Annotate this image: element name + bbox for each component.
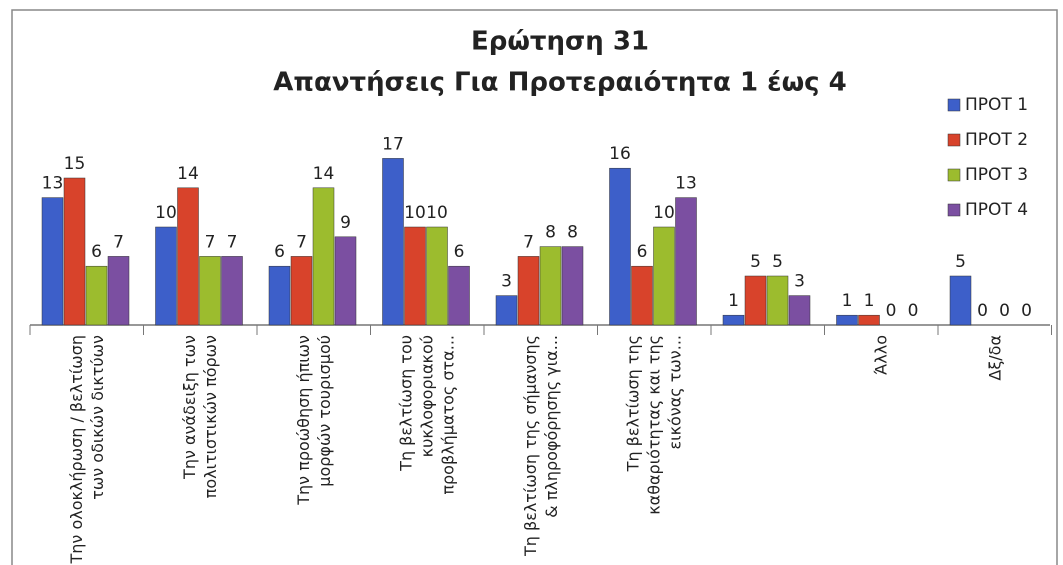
data-label: 0: [908, 301, 919, 321]
data-label: 10: [155, 203, 177, 223]
bar: [382, 158, 404, 326]
data-label: 14: [313, 164, 335, 184]
data-label: 7: [296, 232, 307, 252]
data-label: 0: [886, 301, 897, 321]
chart-frame: [11, 9, 1058, 565]
x-tick-label: Άλλο: [871, 335, 891, 375]
bar: [722, 314, 745, 326]
x-tick-label: Τη βελτίωση του κυκλοφοριακού προβλήματο…: [396, 335, 458, 495]
data-label: 13: [42, 174, 64, 194]
data-label: 6: [91, 242, 102, 262]
legend-swatch: [947, 168, 961, 182]
data-label: 5: [772, 252, 783, 272]
legend-swatch: [947, 98, 961, 112]
data-label: 1: [864, 291, 875, 311]
data-label: 0: [977, 301, 988, 321]
data-label: 17: [382, 134, 404, 154]
data-label: 6: [637, 242, 648, 262]
legend-label: ΠΡΟΤ 3: [965, 165, 1028, 185]
bar: [63, 177, 86, 326]
data-label: 9: [340, 213, 351, 233]
bar: [155, 226, 177, 326]
bar: [517, 256, 540, 326]
x-tick-label: Την ανάδειξη των πολιτιστικών πόρων: [180, 335, 221, 499]
bar: [177, 187, 199, 326]
legend-swatch: [947, 203, 961, 217]
x-tick-label: Την ολοκλήρωση / βελτίωση των οδικών δικ…: [66, 335, 107, 564]
bar: [41, 197, 64, 326]
data-label: 10: [404, 203, 426, 223]
x-tick-label: Τη βελτίωση της σήμανσης & πληροφόρησης …: [520, 335, 561, 557]
data-label: 7: [227, 232, 238, 252]
data-label: 7: [113, 232, 124, 252]
bar: [448, 265, 470, 326]
data-label: 3: [501, 272, 512, 292]
data-label: 15: [64, 154, 86, 174]
bar: [744, 275, 767, 326]
data-label: 14: [177, 164, 199, 184]
x-tick-label: Τη βελτίωση της καθαριότητας και της εικ…: [623, 335, 685, 515]
data-label: 5: [955, 252, 966, 272]
bar: [561, 246, 584, 326]
data-label: 10: [653, 203, 675, 223]
bar: [631, 265, 653, 326]
data-label: 10: [426, 203, 448, 223]
legend-label: ΠΡΟΤ 2: [965, 130, 1028, 150]
data-label: 6: [274, 242, 285, 262]
data-label: 16: [609, 144, 631, 164]
bar: [539, 246, 562, 326]
bar: [675, 197, 697, 326]
bar: [495, 295, 518, 326]
bar: [312, 187, 335, 326]
x-tick-label: Την προώθηση ήπιων μορφών τουρισμού: [293, 335, 334, 505]
bar: [221, 256, 243, 326]
bar: [788, 295, 811, 326]
chart-title: Ερώτηση 31: [471, 27, 649, 57]
legend-label: ΠΡΟΤ 4: [965, 200, 1028, 220]
data-label: 6: [454, 242, 465, 262]
bar: [268, 265, 291, 326]
data-label: 8: [567, 223, 578, 243]
data-label: 0: [999, 301, 1010, 321]
data-label: 0: [1021, 301, 1032, 321]
data-label: 5: [750, 252, 761, 272]
bar: [426, 226, 448, 326]
data-label: 7: [523, 232, 534, 252]
bar: [199, 256, 221, 326]
data-label: 1: [842, 291, 853, 311]
x-tick-label: Δξ/δα: [985, 335, 1005, 381]
legend-label: ΠΡΟΤ 1: [965, 95, 1028, 115]
bar: [609, 167, 631, 326]
bar: [290, 256, 313, 326]
data-label: 8: [545, 223, 556, 243]
data-label: 1: [728, 291, 739, 311]
legend-swatch: [947, 133, 961, 147]
chart-subtitle: Απαντήσεις Για Προτεραιότητα 1 έως 4: [273, 68, 846, 98]
bar: [949, 275, 972, 326]
bar: [404, 226, 426, 326]
bar: [85, 265, 108, 326]
data-label: 3: [794, 272, 805, 292]
bar: [334, 236, 357, 326]
bar: [766, 275, 789, 326]
bar: [858, 314, 880, 326]
bar: [836, 314, 858, 326]
data-label: 7: [205, 232, 216, 252]
bar: [107, 256, 130, 326]
bar: [653, 226, 675, 326]
data-label: 13: [675, 174, 697, 194]
